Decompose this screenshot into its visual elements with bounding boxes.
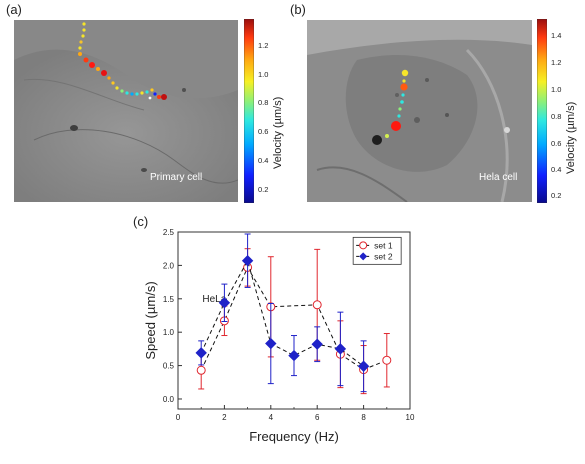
y-tick-label: 0.5	[163, 362, 175, 371]
speed-frequency-chart: 0 2 4 6 8 10 0.0 0.5 1.0 1.5 2.0 2.5 Frequency (Hz) S…	[145, 228, 415, 444]
y-tick-label: 2.5	[163, 228, 175, 237]
legend-marker-set1	[359, 241, 368, 250]
legend-marker-set2	[359, 252, 368, 261]
data-point-set1	[382, 355, 392, 365]
y-tick-label: 0.0	[163, 395, 175, 404]
colorbar-a-gradient	[244, 19, 254, 203]
legend-label: set 1	[374, 240, 393, 250]
legend-label: set 2	[374, 251, 393, 261]
colorbar-a: 1.2 1.0 0.8 0.6 0.4 0.2 Velocity (µm/s)	[244, 19, 288, 203]
data-point-set2	[334, 343, 347, 355]
velocity-track-a	[78, 22, 167, 100]
data-point-set2	[311, 338, 323, 350]
legend-box	[352, 236, 402, 265]
colorbar-b-tick: 0.6	[551, 139, 562, 148]
caption-primary-cell: Primary cell	[150, 172, 203, 183]
colorbar-b-tick: 0.4	[551, 165, 562, 174]
colorbar-b-tick: 0.2	[551, 191, 562, 200]
annotation-hela: HeLa	[202, 294, 226, 305]
data-point-set2	[265, 337, 277, 350]
colorbar-a-tick: 0.6	[258, 127, 269, 136]
colorbar-b-tick: 1.0	[551, 85, 562, 94]
x-tick-label: 4	[269, 413, 274, 422]
panel-label-a: (a)	[6, 2, 22, 17]
colorbar-a-tick: 0.2	[258, 185, 269, 194]
colorbar-b-title: Velocity (µm/s)	[565, 101, 577, 174]
x-tick-label: 6	[315, 413, 320, 422]
colorbar-b: 1.4 1.2 1.0 0.8 0.6 0.4 0.2 Velocity (µm…	[537, 19, 581, 203]
micrograph-primary-cell: Primary cell	[14, 20, 238, 202]
y-axis-label: Speed (µm/s)	[145, 281, 158, 359]
y-tick-label: 2.0	[163, 261, 175, 270]
colorbar-a-tick: 0.8	[258, 98, 269, 107]
colorbar-b-tick: 1.2	[551, 58, 562, 67]
caption-hela-cell: Hela cell	[479, 172, 518, 183]
data-point-set2	[241, 255, 254, 267]
colorbar-a-tick: 1.0	[258, 70, 269, 79]
y-tick-label: 1.5	[163, 295, 175, 304]
x-tick-label: 8	[361, 413, 366, 422]
x-axis-label: Frequency (Hz)	[249, 429, 339, 444]
x-tick-label: 0	[176, 413, 181, 422]
velocity-track-b	[385, 69, 409, 138]
micrograph-hela-cell: Hela cell	[307, 20, 532, 202]
data-point-set1	[196, 365, 206, 375]
colorbar-a-title: Velocity (µm/s)	[272, 96, 284, 169]
data-point-set1	[312, 300, 322, 310]
panel-label-b: (b)	[290, 2, 306, 17]
panel-label-c: (c)	[133, 214, 149, 229]
x-tick-label: 10	[406, 413, 415, 422]
data-point-set2	[218, 297, 231, 309]
colorbar-b-tick: 1.4	[551, 31, 562, 40]
y-tick-label: 1.0	[163, 328, 175, 337]
colorbar-b-gradient	[537, 19, 547, 203]
colorbar-b-tick: 0.8	[551, 112, 562, 121]
colorbar-a-tick: 0.4	[258, 156, 269, 165]
data-point-set2	[288, 349, 300, 362]
data-point-set2	[357, 360, 370, 372]
data-point-set2	[195, 347, 207, 359]
colorbar-a-tick: 1.2	[258, 41, 269, 50]
x-tick-label: 2	[222, 413, 227, 422]
